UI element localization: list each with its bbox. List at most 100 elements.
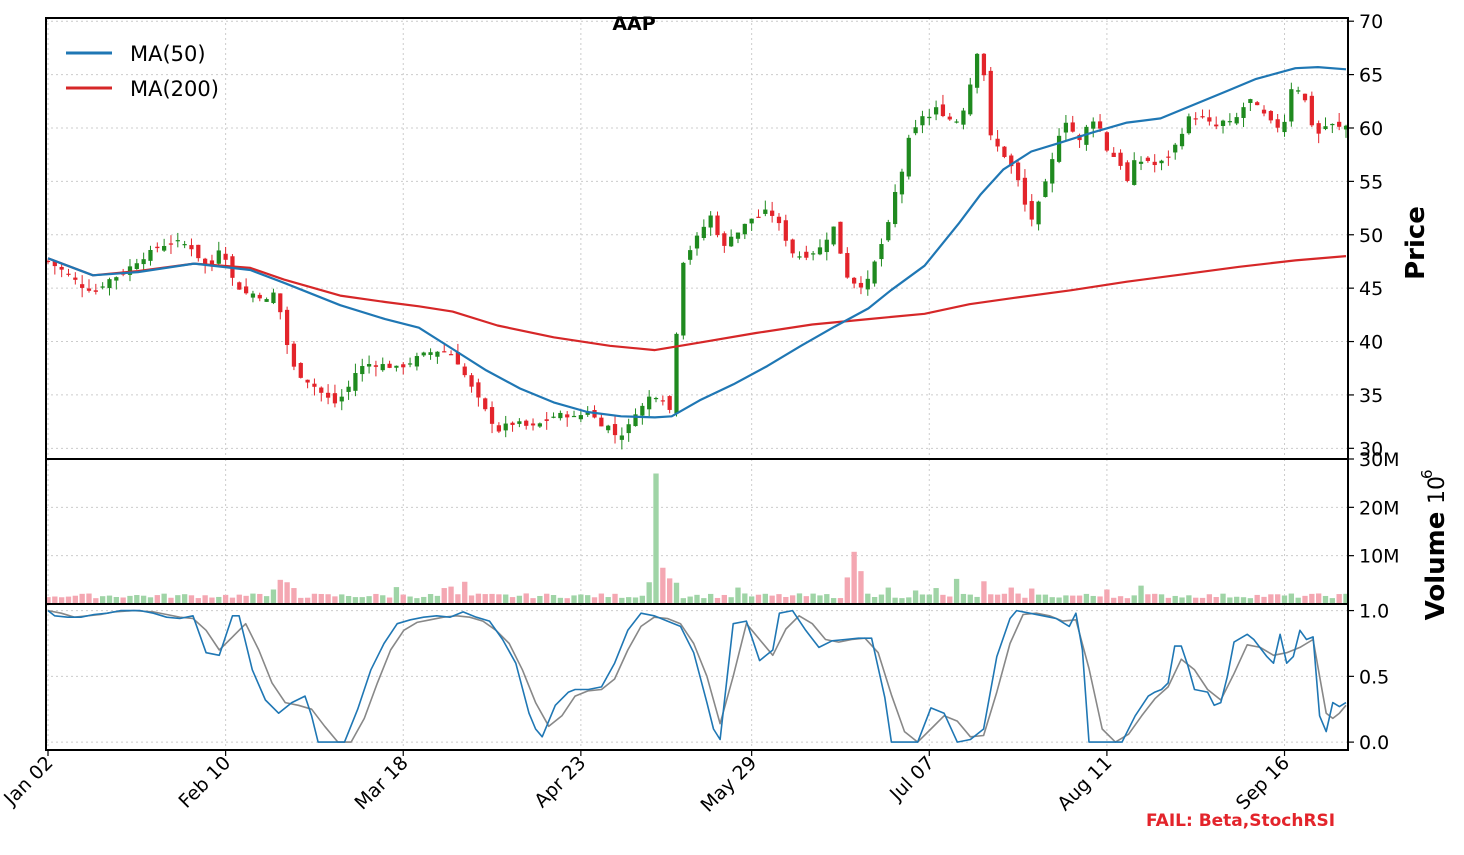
candle-body (974, 53, 980, 88)
candle-body (1084, 126, 1089, 145)
candle-body (776, 216, 782, 224)
volume-bar (632, 597, 639, 604)
volume-bar (837, 598, 844, 604)
volume-bar (701, 598, 707, 604)
volume-bar (578, 594, 584, 604)
candle-body (633, 414, 638, 427)
volume-bar (742, 593, 748, 604)
candle-body (988, 70, 993, 136)
candle-body (483, 398, 488, 410)
volume-bar (1275, 594, 1281, 604)
volume-bar (318, 593, 324, 604)
volume-bar (994, 594, 1001, 604)
volume-bar (769, 595, 775, 604)
candle-body (640, 405, 645, 416)
candle-body (325, 392, 331, 398)
volume-bar (1268, 594, 1274, 604)
candle-body (544, 419, 549, 421)
candle-body (688, 250, 693, 260)
volume-bar (598, 593, 605, 604)
candle-body (1009, 155, 1014, 167)
volume-bar (345, 595, 352, 604)
candle-body (715, 215, 720, 236)
volume-bar (332, 596, 338, 604)
candle-body (155, 246, 160, 249)
candle-body (1173, 144, 1178, 153)
volume-bar (161, 593, 167, 604)
volume-bar (919, 594, 926, 604)
volume-bar (988, 594, 994, 604)
legend-label-ma200: MA(200) (130, 77, 219, 101)
volume-bar (154, 595, 160, 604)
volume-bar (482, 594, 488, 604)
volume-exponent-base: 10 (1425, 476, 1450, 504)
candle-body (1056, 135, 1062, 162)
candle-body (80, 284, 85, 288)
candle-body (599, 417, 604, 427)
volume-bar (1281, 595, 1288, 604)
volume-bar (1199, 597, 1206, 604)
volume-bar (1124, 598, 1131, 604)
price-tick-label: 70 (1359, 11, 1383, 33)
volume-bar (1022, 597, 1028, 604)
volume-bar (953, 578, 960, 604)
volume-bar (707, 593, 714, 604)
volume-bar (475, 593, 482, 604)
price-tick-label: 35 (1359, 385, 1383, 407)
volume-bar (639, 595, 646, 604)
candle-body (141, 259, 146, 265)
volume-bar (1227, 597, 1233, 604)
volume-bar (1172, 595, 1178, 604)
candle-body (339, 396, 344, 402)
volume-bar (222, 594, 229, 604)
candle-body (66, 273, 71, 275)
volume-bar (1104, 589, 1110, 604)
candle-body (735, 232, 741, 239)
candle-body (571, 415, 577, 418)
candle-body (653, 397, 659, 400)
candle-body (913, 127, 918, 134)
volume-bar (516, 595, 523, 604)
candle-body (305, 379, 310, 383)
volume-bar (243, 595, 249, 604)
candle-body (551, 416, 556, 418)
candle-body (1132, 160, 1137, 185)
volume-bar (1329, 598, 1336, 604)
candle-body (346, 386, 351, 392)
candle-body (182, 244, 187, 246)
volume-bar (1056, 597, 1062, 604)
candle-body (537, 423, 542, 427)
volume-bar (509, 597, 516, 604)
candle-body (1186, 116, 1191, 134)
candle-body (100, 286, 105, 288)
candle-body (647, 396, 652, 410)
candle-body (701, 226, 706, 239)
candle-body (906, 137, 911, 177)
volume-bar (304, 597, 311, 604)
candle-body (1323, 126, 1328, 130)
volume-bar (646, 582, 652, 604)
volume-bar (284, 582, 290, 604)
volume-bar (113, 596, 119, 604)
candle-body (940, 104, 946, 117)
candle-body (838, 221, 843, 254)
volume-bar (147, 597, 154, 604)
candle-body (360, 366, 365, 375)
volume-bar (1138, 585, 1144, 604)
volume-bar (140, 595, 147, 604)
volume-bar (366, 596, 372, 604)
volume-bar (1234, 596, 1240, 604)
volume-bar (721, 594, 727, 604)
candle-body (1043, 181, 1048, 197)
candle-body (763, 209, 768, 214)
candle-body (1261, 109, 1267, 114)
candle-body (250, 293, 256, 298)
volume-bar (134, 595, 140, 604)
volume-panel-frame (45, 458, 1349, 605)
price-axis-label: Price (1401, 206, 1431, 280)
candle-body (1296, 90, 1301, 92)
candle-body (401, 364, 406, 368)
candle-body (1159, 160, 1164, 164)
volume-bar (1001, 593, 1008, 604)
volume-bar (380, 595, 386, 604)
